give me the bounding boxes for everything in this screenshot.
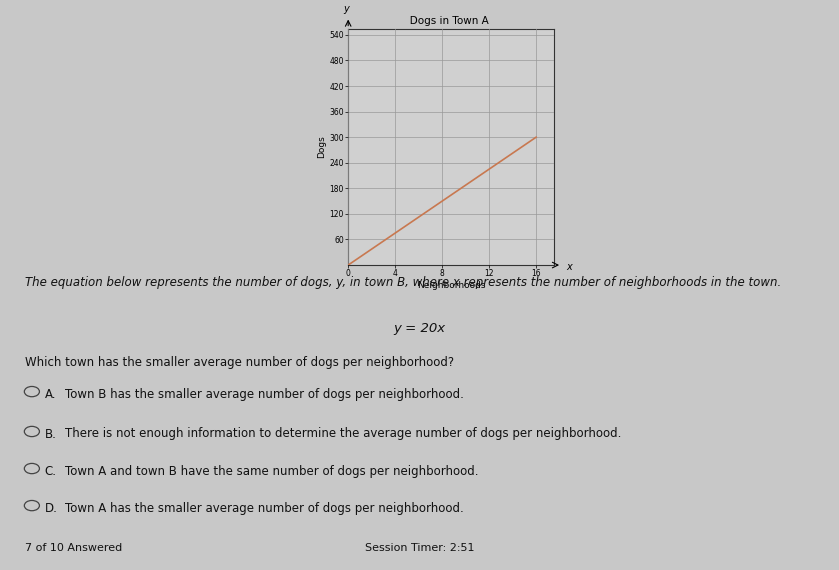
Text: y = 20x: y = 20x — [393, 322, 446, 335]
Text: Town B has the smaller average number of dogs per neighborhood.: Town B has the smaller average number of… — [65, 388, 464, 401]
Text: D.: D. — [44, 502, 57, 515]
Text: x: x — [566, 262, 572, 272]
Text: Town A and town B have the same number of dogs per neighborhood.: Town A and town B have the same number o… — [65, 465, 479, 478]
Text: There is not enough information to determine the average number of dogs per neig: There is not enough information to deter… — [65, 428, 622, 441]
Text: y: y — [343, 5, 349, 14]
Text: Dogs in Town A: Dogs in Town A — [399, 17, 488, 26]
Text: Which town has the smaller average number of dogs per neighborhood?: Which town has the smaller average numbe… — [25, 356, 454, 369]
Text: A.: A. — [44, 388, 56, 401]
Text: Session Timer: 2:51: Session Timer: 2:51 — [365, 543, 474, 553]
Text: C.: C. — [44, 465, 56, 478]
Text: Town A has the smaller average number of dogs per neighborhood.: Town A has the smaller average number of… — [65, 502, 464, 515]
X-axis label: Neighborhoods: Neighborhoods — [417, 281, 485, 290]
Y-axis label: Dogs: Dogs — [318, 136, 326, 158]
Text: B.: B. — [44, 428, 56, 441]
Text: 7 of 10 Answered: 7 of 10 Answered — [25, 543, 122, 553]
Text: The equation below represents the number of dogs, y, in town B, where x represen: The equation below represents the number… — [25, 276, 781, 290]
